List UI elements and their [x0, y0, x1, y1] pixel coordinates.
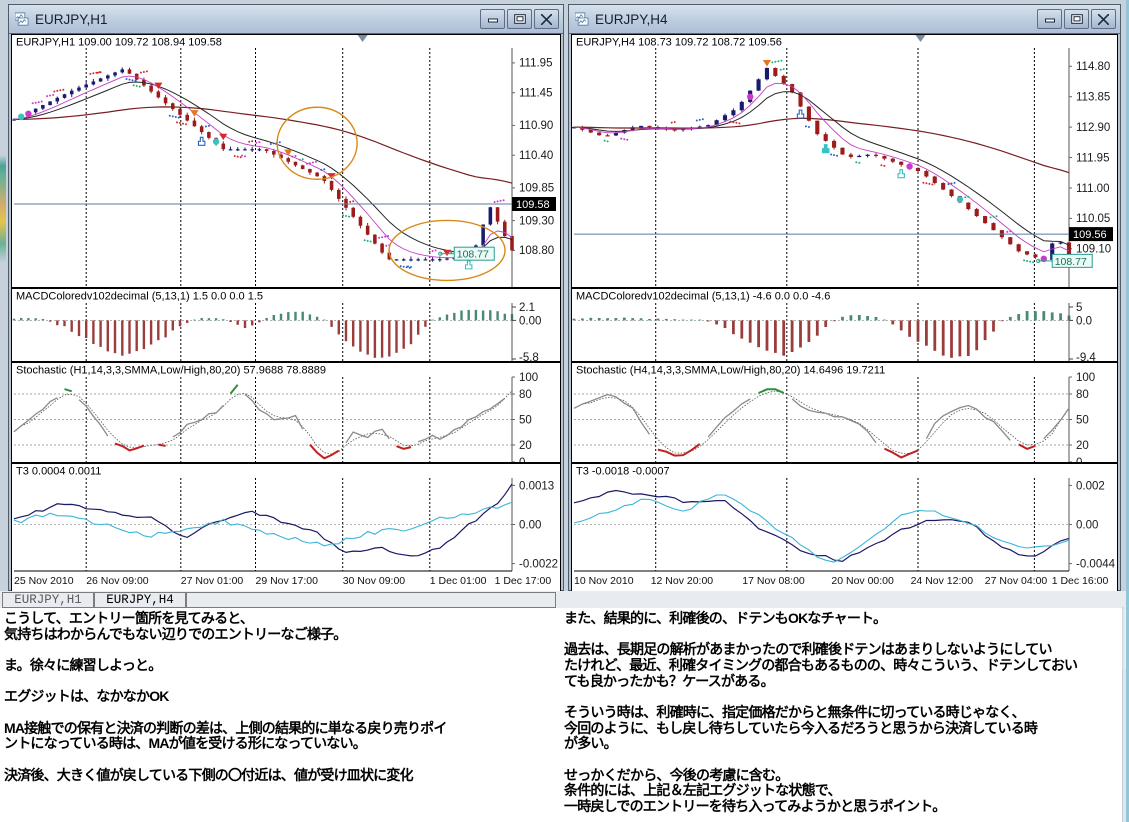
- svg-text:EURJPY,H1 109.00 109.72 108.9: EURJPY,H1 109.00 109.72 108.94 109.58: [16, 37, 222, 49]
- svg-text:50: 50: [519, 415, 532, 427]
- svg-text:108.77: 108.77: [1055, 256, 1087, 268]
- svg-text:24 Nov 12:00: 24 Nov 12:00: [911, 575, 974, 587]
- svg-text:108.77: 108.77: [457, 249, 489, 261]
- svg-text:27 Nov 04:00: 27 Nov 04:00: [985, 575, 1048, 587]
- svg-text:29 Nov 17:00: 29 Nov 17:00: [256, 575, 319, 587]
- svg-text:MACDColoredv102decimal (5,13,1: MACDColoredv102decimal (5,13,1) 1.5 0.0 …: [16, 291, 263, 303]
- svg-text:26 Nov 09:00: 26 Nov 09:00: [86, 575, 149, 587]
- svg-text:100: 100: [1076, 372, 1095, 384]
- svg-text:T3 -0.0018 -0.0007: T3 -0.0018 -0.0007: [576, 466, 670, 478]
- svg-text:Stochastic (H4,14,3,3,SMMA,Low: Stochastic (H4,14,3,3,SMMA,Low/High,80,2…: [576, 365, 885, 377]
- svg-text:109.30: 109.30: [519, 215, 554, 227]
- svg-text:5: 5: [1076, 302, 1082, 314]
- svg-text:111.00: 111.00: [1076, 183, 1109, 195]
- svg-text:10 Nov 2010: 10 Nov 2010: [574, 575, 634, 587]
- svg-text:110.90: 110.90: [519, 120, 553, 132]
- svg-text:-0.0044: -0.0044: [1076, 559, 1116, 571]
- svg-text:20 Nov 00:00: 20 Nov 00:00: [831, 575, 894, 587]
- svg-text:0.002: 0.002: [1076, 480, 1105, 492]
- svg-text:20: 20: [1076, 440, 1089, 452]
- svg-text:109.58: 109.58: [516, 199, 550, 211]
- svg-text:0.0013: 0.0013: [519, 480, 554, 492]
- svg-text:0.00: 0.00: [519, 315, 541, 327]
- svg-text:-5.8: -5.8: [519, 352, 539, 362]
- svg-text:109.10: 109.10: [1076, 244, 1111, 256]
- svg-text:112.90: 112.90: [1076, 122, 1110, 134]
- svg-text:20: 20: [519, 440, 532, 452]
- svg-text:1 Dec 17:00: 1 Dec 17:00: [495, 575, 552, 587]
- svg-text:110.40: 110.40: [519, 150, 553, 162]
- svg-text:Stochastic (H1,14,3,3,SMMA,Low: Stochastic (H1,14,3,3,SMMA,Low/High,80,2…: [16, 365, 326, 377]
- svg-text:114.80: 114.80: [1076, 61, 1110, 73]
- svg-text:111.95: 111.95: [1076, 152, 1109, 164]
- svg-text:-0.0022: -0.0022: [519, 559, 558, 571]
- svg-text:EURJPY,H4 108.73 109.72 108.7: EURJPY,H4 108.73 109.72 108.72 109.56: [576, 37, 782, 49]
- svg-text:113.85: 113.85: [1076, 92, 1110, 104]
- svg-text:111.95: 111.95: [519, 58, 552, 70]
- svg-text:111.45: 111.45: [519, 88, 552, 100]
- svg-text:2.1: 2.1: [519, 302, 535, 314]
- svg-text:109.56: 109.56: [1073, 229, 1107, 241]
- svg-text:-9.4: -9.4: [1076, 352, 1096, 362]
- svg-text:1 Dec 16:00: 1 Dec 16:00: [1052, 575, 1109, 587]
- svg-text:108.80: 108.80: [519, 245, 554, 257]
- svg-text:MACDColoredv102decimal (5,13,1: MACDColoredv102decimal (5,13,1) -4.6 0.0…: [576, 291, 830, 303]
- svg-text:12 Nov 20:00: 12 Nov 20:00: [651, 575, 714, 587]
- svg-text:30 Nov 09:00: 30 Nov 09:00: [343, 575, 406, 587]
- svg-text:27 Nov 01:00: 27 Nov 01:00: [181, 575, 244, 587]
- svg-text:25 Nov 2010: 25 Nov 2010: [14, 575, 74, 587]
- svg-text:110.05: 110.05: [1076, 213, 1110, 225]
- svg-text:100: 100: [519, 372, 538, 384]
- svg-text:80: 80: [1076, 389, 1089, 401]
- svg-text:1 Dec 01:00: 1 Dec 01:00: [430, 575, 487, 587]
- svg-text:17 Nov 08:00: 17 Nov 08:00: [742, 575, 805, 587]
- svg-text:0.0: 0.0: [1076, 315, 1092, 327]
- svg-text:109.85: 109.85: [519, 183, 554, 195]
- svg-text:0.00: 0.00: [519, 520, 541, 532]
- svg-text:T3 0.0004 0.0011: T3 0.0004 0.0011: [16, 466, 101, 478]
- svg-text:80: 80: [519, 389, 532, 401]
- svg-text:50: 50: [1076, 415, 1089, 427]
- svg-text:0.00: 0.00: [1076, 520, 1098, 532]
